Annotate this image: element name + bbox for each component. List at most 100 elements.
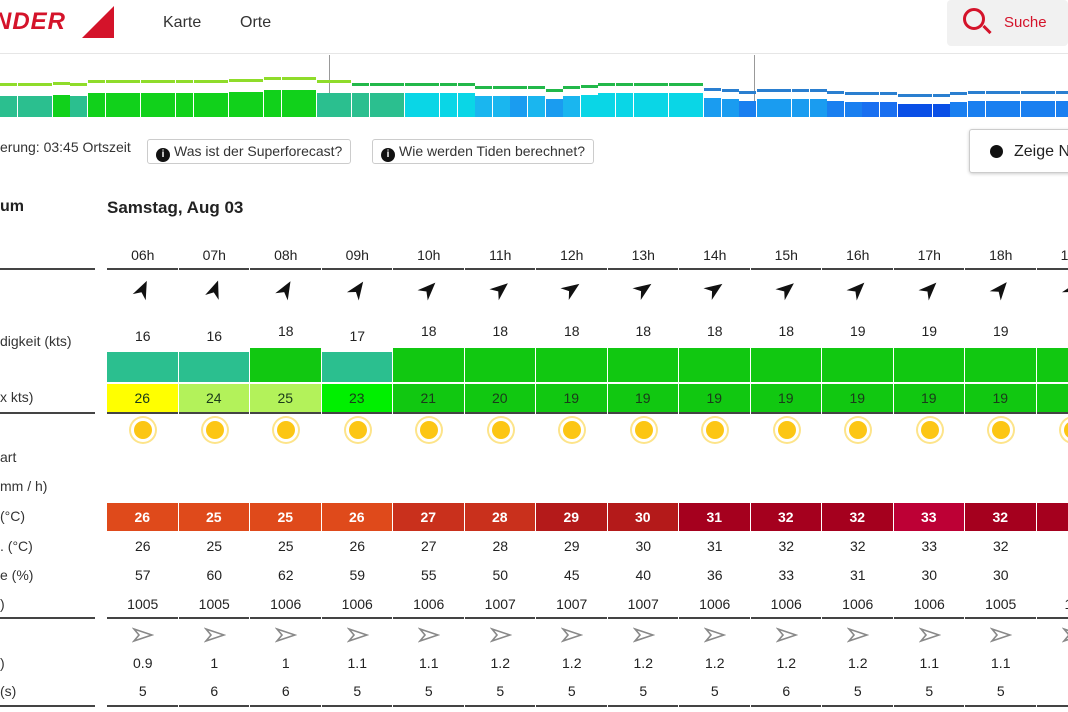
nav-orte[interactable]: Orte [240, 14, 272, 31]
overview-wind-chart[interactable] [0, 55, 1068, 117]
divider [750, 617, 821, 619]
humidity: 33 [778, 567, 795, 583]
wind-speed-bar [536, 348, 607, 382]
overview-gust-mark [985, 90, 1003, 94]
sun-icon [348, 421, 367, 439]
wave-direction-arrow-icon [846, 627, 870, 643]
hour-label: 10h [417, 247, 441, 263]
wave-period: 5 [496, 683, 505, 699]
divider [178, 617, 249, 619]
divider [250, 412, 321, 414]
gust-cell [1036, 384, 1068, 412]
wind-speed: 18 [778, 323, 795, 339]
overview-bar [316, 93, 334, 117]
overview-gust-mark [968, 90, 985, 94]
wind-speed: 18 [706, 323, 723, 339]
wave-height: 1.2 [562, 655, 582, 671]
tides-info-button[interactable]: i Wie werden Tiden berechnet? [372, 139, 594, 164]
overview-bar [387, 93, 405, 117]
overview-bar [862, 102, 880, 117]
overview-bar [440, 93, 457, 117]
overview-gust-mark [897, 93, 915, 97]
hour-label: 06h [131, 247, 155, 263]
overview-gust-mark [35, 83, 53, 86]
day-divider [754, 55, 755, 117]
show-night-button[interactable]: Zeige N [969, 129, 1068, 173]
hour-label: 08h [274, 247, 298, 263]
wind-direction-arrow-icon [701, 275, 729, 302]
wind-direction-arrow-icon [415, 275, 443, 303]
hour-label: 09h [345, 247, 369, 263]
divider [679, 268, 750, 270]
superforecast-info-button[interactable]: i Was ist der Superforecast? [147, 139, 352, 164]
hour-label: 18h [989, 247, 1013, 263]
wind-direction-arrow-icon [987, 275, 1015, 303]
overview-bar [704, 97, 721, 117]
felt-temp: 25 [206, 538, 223, 554]
overview-bar [105, 93, 123, 117]
hour-label: 15h [774, 247, 798, 263]
divider [0, 617, 95, 619]
felt-temp: 27 [420, 538, 437, 554]
forecast-column: 19h 10 [1036, 240, 1068, 710]
pressure: 1005 [127, 596, 159, 612]
felt-temp: 32 [849, 538, 866, 554]
sun-icon [1063, 421, 1068, 439]
wave-height: 1.1 [919, 655, 939, 671]
humidity: 31 [849, 567, 866, 583]
overview-bar [457, 93, 475, 117]
wave-direction-arrow-icon [560, 627, 584, 643]
pressure: 1006 [842, 596, 874, 612]
overview-gust-mark [739, 90, 757, 94]
felt-temp: 25 [277, 538, 294, 554]
forecast-column: 07h 16 24 25 25 60 1005 1 6 [178, 240, 251, 710]
overview-gust-mark [246, 78, 264, 82]
overview-bar [228, 91, 246, 117]
wave-direction-arrow-icon [489, 627, 513, 643]
overview-gust-mark [105, 80, 123, 83]
search-button[interactable]: Suche [947, 0, 1068, 46]
divider [822, 705, 893, 707]
temp-cell: 26 [321, 503, 392, 531]
felt-temp: 32 [778, 538, 795, 554]
moon-icon [990, 145, 1003, 158]
btn-label: Wie werden Tiden berechnet? [399, 143, 585, 159]
wave-height: 1.1 [347, 655, 367, 671]
wave-height: 1 [210, 655, 219, 671]
overview-gust-mark [563, 86, 581, 89]
overview-gust-mark [299, 77, 317, 80]
temp-cell: 25 [250, 503, 321, 531]
logo[interactable]: NDER [0, 8, 67, 35]
overview-gust-mark [52, 81, 70, 85]
gust-cell: 21 [393, 384, 464, 412]
pressure: 1006 [770, 596, 802, 612]
overview-gust-mark [528, 86, 545, 89]
hour-label: 14h [703, 247, 727, 263]
overview-bar [739, 100, 757, 117]
divider [178, 268, 249, 270]
forecast-column: 11h 18 20 28 28 50 1007 1.2 5 [464, 240, 537, 710]
wind-speed: 16 [134, 328, 151, 344]
overview-bar [0, 96, 17, 117]
wind-direction-arrow-icon [130, 275, 156, 303]
label-weather: art [0, 449, 17, 465]
overview-gust-mark [264, 77, 281, 80]
overview-gust-mark [211, 80, 229, 83]
gust-cell: 19 [607, 384, 678, 412]
logo-sail-icon[interactable] [82, 6, 114, 38]
divider [1036, 705, 1068, 707]
overview-bar [598, 93, 616, 117]
sun-icon [277, 421, 295, 439]
wind-direction-arrow-icon [344, 275, 371, 303]
wind-speed-bar [464, 348, 535, 382]
divider [178, 412, 249, 414]
pressure: 1005 [985, 596, 1017, 612]
day-divider [329, 55, 330, 117]
humidity: 30 [921, 567, 938, 583]
wave-direction-arrow-icon [417, 627, 441, 643]
overview-gust-mark [756, 89, 774, 92]
info-icon: i [156, 148, 170, 162]
nav-karte[interactable]: Karte [163, 14, 202, 31]
overview-bar [404, 93, 422, 117]
temp-cell: 30 [607, 503, 678, 531]
